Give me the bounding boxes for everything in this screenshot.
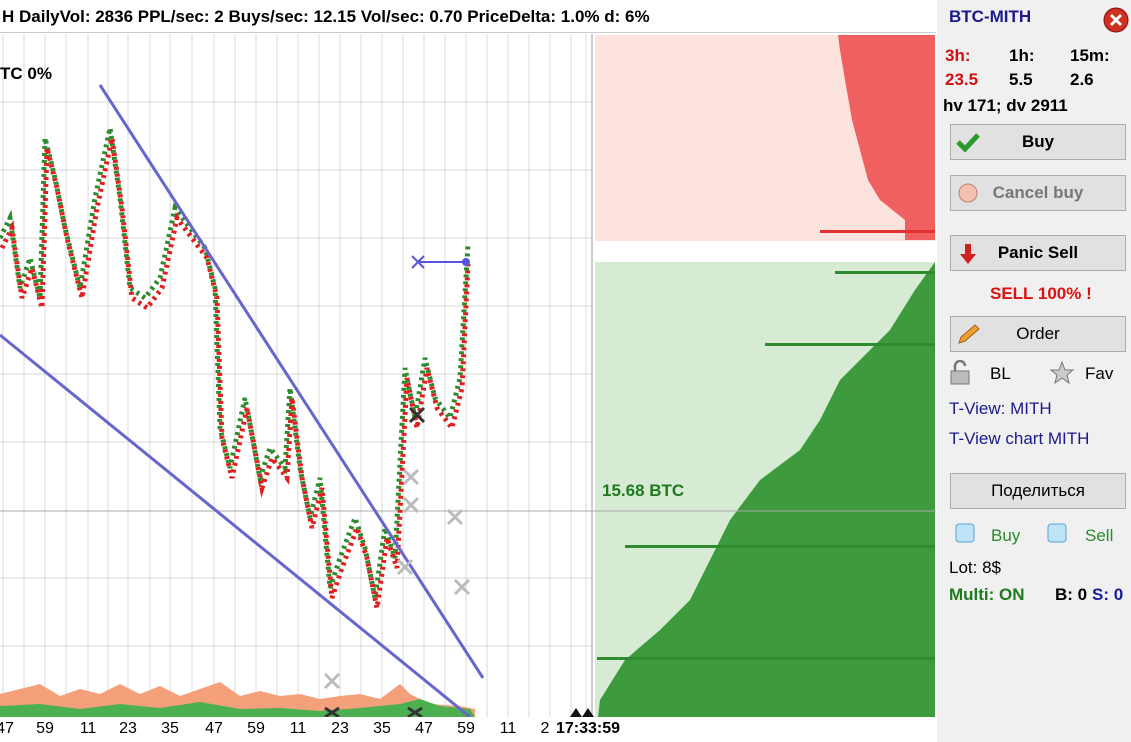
bid-walls [597,271,935,660]
button-label: Поделиться [991,481,1085,500]
orderbook-label: 15.68 BTC [602,481,685,500]
chart-area [0,34,936,717]
x-tick-label: 35 [373,720,391,737]
cancel-buy-button[interactable]: Cancel buy [950,175,1126,211]
x-tick-label: 59 [457,720,475,737]
sell-count: S: 0 [1092,585,1124,604]
period-value: 5.5 [1009,70,1033,89]
button-label: Cancel buy [992,183,1084,202]
target-point [462,258,470,266]
volume-info: hv 171; dv 2911 [943,96,1068,115]
period-label: 15m: [1070,46,1110,65]
buy-button[interactable]: Buy [950,124,1126,160]
panic-sell-button[interactable]: Panic Sell [950,235,1126,271]
x-tick-label: 47 [0,720,14,737]
button-label: Panic Sell [997,243,1079,262]
button-label: Buy [1021,132,1055,151]
pair-title: BTC-MITH [949,7,1032,26]
tview-link[interactable]: T-View chart MITH [949,429,1090,448]
x-tick-label: 17:33:59 [555,720,621,737]
time-marker [570,708,594,717]
period-label: 3h: [945,46,971,65]
x-tick-label: 2 [540,720,550,737]
x-tick-label: 11 [499,720,517,737]
x-tick-label: 23 [119,720,137,737]
order-button[interactable]: Order [950,316,1126,352]
price-sells [0,137,471,609]
x-tick-label: 11 [79,720,97,737]
x-tick-label: 35 [161,720,179,737]
period-label: 1h: [1009,46,1035,65]
multi[interactable]: Multi: ON [949,585,1025,604]
lock-icon[interactable] [949,360,971,386]
bids-depth [598,262,935,717]
stats-bar: H DailyVol: 2836 PPL/sec: 2 Buys/sec: 12… [0,0,936,33]
ice-buy[interactable]: Buy [991,526,1021,545]
side-panel: BTC-MITH 3h: 1h: 15m: 23.5 5.5 2.6 hv 17… [937,0,1131,742]
lot: Lot: 8$ [949,558,1001,577]
ice-sell[interactable]: Sell [1085,526,1114,545]
pair-change: TC 0% [0,64,52,83]
x-tick-label: 59 [247,720,265,737]
button-label: Order [1016,324,1060,343]
ice-icon[interactable] [953,521,977,545]
fav-label[interactable]: Fav [1085,364,1114,383]
grid [0,34,592,717]
price-buys [0,127,471,599]
ice-icon[interactable] [1045,521,1069,545]
x-tick-label: 23 [331,720,349,737]
tview-link[interactable]: T-View: MITH [949,399,1052,418]
close-button[interactable] [1102,6,1130,34]
bl-label[interactable]: BL [990,364,1011,383]
buy-count: B: 0 [1055,585,1088,604]
fav-icon[interactable] [1049,360,1075,386]
ask-wall [820,230,935,233]
x-tick-label: 47 [205,720,223,737]
volume-buys [0,699,475,717]
period-value: 2.6 [1070,70,1094,89]
trend-line [0,333,471,717]
period-value: 23.5 [945,70,979,89]
trade-markers [323,468,471,690]
target-marker [411,255,425,269]
trend-line [98,84,485,679]
x-tick-label: 47 [415,720,433,737]
fill-markers [324,406,426,717]
sell-warning: SELL 100% ! [990,284,1092,303]
x-tick-label: 59 [36,720,54,737]
share-button[interactable]: Поделиться [950,473,1126,509]
asks-depth [838,35,935,240]
x-tick-label: 11 [289,720,307,737]
